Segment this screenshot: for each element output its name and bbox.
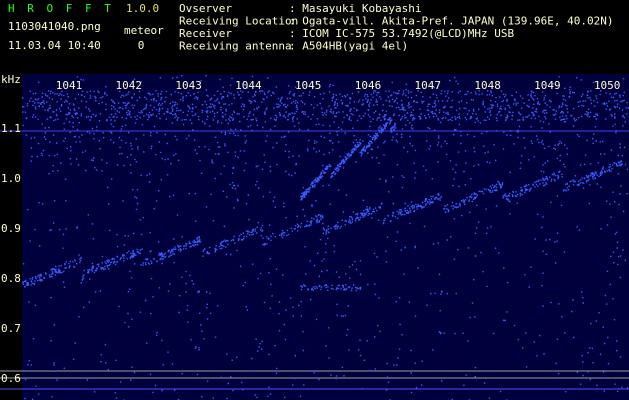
x-tick-label: 1048 [474, 79, 501, 92]
y-tick-label: 1.0 [1, 172, 21, 185]
x-tick-label: 1045 [295, 79, 322, 92]
field-value: : ICOM IC-575 53.7492(@LCD)MHz USB [289, 27, 515, 40]
x-tick-label: 1050 [594, 79, 621, 92]
x-tick-label: 1049 [534, 79, 561, 92]
app-name: H R O F F T [8, 2, 114, 15]
x-tick-label: 1041 [56, 79, 83, 92]
meteor-label: meteor [124, 24, 164, 37]
field-label: Receiving Location [179, 15, 298, 28]
field-value: : A504HB(yagi 4el) [289, 40, 408, 53]
x-tick-label: 1046 [355, 79, 382, 92]
y-tick-label: 0.9 [1, 222, 21, 235]
datetime: 11.03.04 10:40 [8, 39, 101, 52]
x-tick-label: 1044 [235, 79, 262, 92]
filename: 1103041040.png [8, 20, 101, 33]
y-tick-label: 0.7 [1, 322, 21, 335]
field-value: : Ogata-vill. Akita-Pref. JAPAN (139.96E… [289, 15, 614, 28]
field-label: Ovserver [179, 2, 232, 15]
app-version: 1.0.0 [126, 2, 159, 15]
y-unit: kHz [1, 73, 21, 86]
field-label: Receiver [179, 27, 232, 40]
x-tick-label: 1043 [175, 79, 202, 92]
x-tick-label: 1042 [116, 79, 143, 92]
spectrogram-area [22, 74, 629, 400]
y-tick-label: 1.1 [1, 122, 21, 135]
x-tick-label: 1047 [415, 79, 442, 92]
y-tick-label: 0.8 [1, 272, 21, 285]
field-label: Receiving antenna [179, 40, 292, 53]
y-tick-label: 0.6 [1, 372, 21, 385]
field-value: : Masayuki Kobayashi [289, 2, 421, 15]
meteor-count: 0 [138, 39, 145, 52]
